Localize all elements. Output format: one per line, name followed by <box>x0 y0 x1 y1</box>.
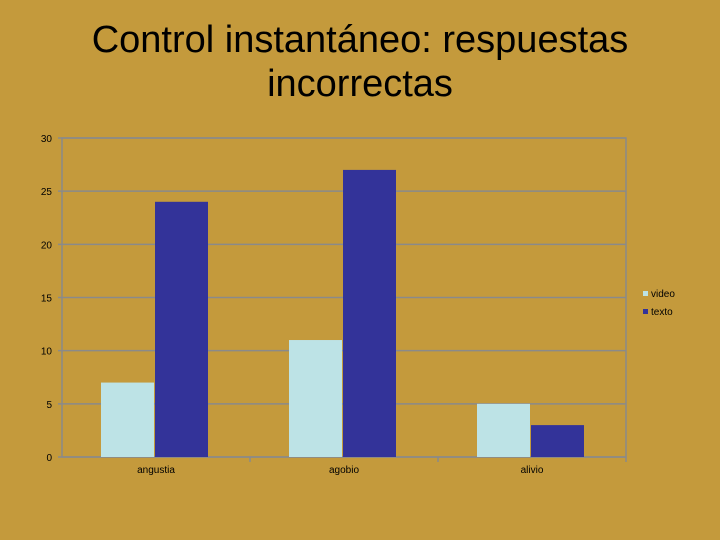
y-tick-label-0: 0 <box>46 453 52 464</box>
slide-title-line-1: Control instantáneo: respuestas <box>91 19 629 61</box>
legend-swatch-texto <box>643 309 648 314</box>
y-tick-label-10: 10 <box>41 347 53 358</box>
x-tick-label-agobio: agobio <box>329 465 359 476</box>
legend-swatch-video <box>643 291 648 296</box>
x-tick-label-angustia: angustia <box>137 465 175 476</box>
bar-angustia-video <box>101 382 154 457</box>
bar-agobio-video <box>289 340 342 457</box>
y-tick-label-15: 15 <box>41 294 53 305</box>
bar-alivio-video <box>477 403 530 457</box>
bar-alivio-texto <box>531 425 584 457</box>
bar-agobio-texto <box>343 169 396 457</box>
y-tick-label-25: 25 <box>41 187 53 198</box>
slide-title: Control instantáneo: respuestas incorrec… <box>0 18 720 106</box>
x-tick-label-alivio: alivio <box>521 465 544 476</box>
y-tick-label-5: 5 <box>46 400 52 411</box>
slide-title-line-2: incorrectas <box>267 63 453 105</box>
y-tick-label-30: 30 <box>41 134 53 145</box>
y-tick-label-20: 20 <box>41 240 53 251</box>
legend-label-texto: texto <box>651 307 673 318</box>
bar-angustia-texto <box>155 201 208 457</box>
legend-label-video: video <box>651 289 675 300</box>
